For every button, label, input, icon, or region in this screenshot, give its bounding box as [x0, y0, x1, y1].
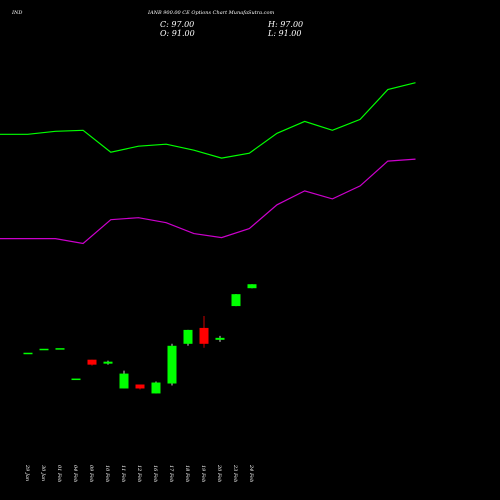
x-tick-label: 04 Feb — [72, 465, 78, 482]
x-tick-label: 17 Feb — [168, 465, 174, 482]
close-value: C: 97.00 — [160, 20, 195, 29]
candle-body — [55, 348, 65, 350]
x-tick-label: 23 Feb — [232, 464, 238, 482]
x-tick-label: 11 Feb — [120, 465, 126, 482]
candle-body — [199, 327, 209, 344]
upper-band-line — [0, 82, 416, 159]
high-value: H: 97.00 — [268, 20, 304, 29]
candle-body — [135, 384, 145, 389]
x-tick-label: 18 Feb — [184, 465, 190, 482]
x-tick-label: 29 Jan — [24, 464, 30, 481]
candle-body — [87, 359, 97, 365]
candle-body — [103, 361, 113, 364]
x-tick-label: 19 Feb — [200, 465, 206, 482]
lower-band-line — [0, 158, 416, 245]
candle-body — [39, 348, 49, 351]
x-tick-label: 16 Feb — [152, 465, 158, 482]
x-tick-label: 01 Feb — [56, 465, 62, 482]
candle-body — [247, 284, 257, 289]
chart-symbol: IND — [12, 10, 23, 16]
low-value: L: 91.00 — [268, 29, 302, 38]
candle-body — [231, 294, 241, 307]
chart-subtitle: IANB 900.00 CE Options Chart MunafaSutra… — [148, 10, 275, 16]
candle-body — [167, 345, 177, 384]
x-tick-label: 20 Feb — [216, 464, 222, 482]
x-tick-label: 09 Feb — [88, 465, 94, 482]
candle-body — [23, 352, 33, 355]
x-tick-label: 12 Feb — [136, 465, 142, 482]
candle-body — [183, 329, 193, 344]
x-tick-label: 24 Feb — [248, 464, 254, 482]
candle-body — [215, 337, 225, 340]
candle-body — [119, 373, 129, 389]
x-tick-label: 10 Feb — [104, 465, 110, 482]
open-value: O: 91.00 — [160, 29, 195, 38]
candle-body — [71, 378, 81, 381]
x-tick-label: 30 Jan — [40, 465, 46, 481]
candle-body — [151, 382, 161, 394]
